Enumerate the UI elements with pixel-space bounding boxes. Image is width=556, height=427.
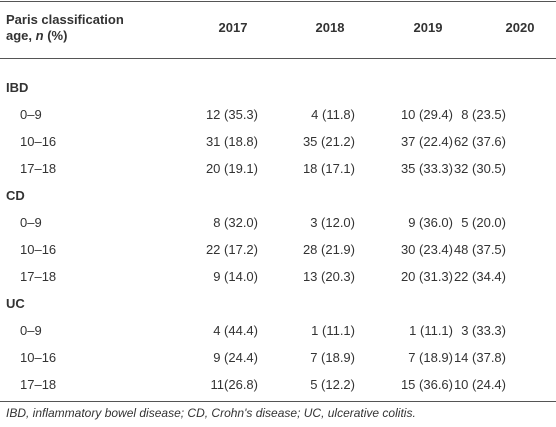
cell: 48 (37.5): [453, 242, 506, 257]
cell: 28 (21.9): [302, 242, 355, 257]
cell: 62 (37.6): [453, 134, 506, 149]
cell: 1 (11.1): [311, 323, 355, 338]
cell: 5 (12.2): [310, 377, 355, 392]
group-label: CD: [6, 188, 25, 203]
cell: 13 (20.3): [302, 269, 355, 284]
row-label: 10–16: [20, 350, 57, 365]
row-label: 17–18: [20, 161, 57, 176]
cell: 7 (18.9): [408, 350, 453, 365]
column-header: 2017: [218, 20, 248, 35]
row-label: 17–18: [20, 269, 57, 284]
cell: 35 (21.2): [302, 134, 355, 149]
row-label: 10–16: [20, 134, 57, 149]
header-label-line: Paris classification: [6, 12, 124, 27]
row-label: 0–9: [20, 107, 42, 122]
row-label: 0–9: [20, 215, 42, 230]
cell: 10 (24.4): [453, 377, 506, 392]
cell: 9 (24.4): [213, 350, 258, 365]
cell: 8 (32.0): [213, 215, 258, 230]
cell: 22 (34.4): [453, 269, 506, 284]
footnote: IBD, inflammatory bowel disease; CD, Cro…: [6, 406, 416, 420]
header-label-part: (%): [47, 28, 68, 43]
cell: 1 (11.1): [409, 323, 453, 338]
cell: 11(26.8): [210, 377, 258, 392]
cell: 32 (30.5): [453, 161, 506, 176]
header-label-part: age,: [6, 28, 33, 43]
group-label: IBD: [6, 80, 29, 95]
cell: 7 (18.9): [310, 350, 355, 365]
cell: 30 (23.4): [400, 242, 453, 257]
row-label: 17–18: [20, 377, 57, 392]
column-header: 2018: [315, 20, 345, 35]
cell: 31 (18.8): [205, 134, 258, 149]
cell: 10 (29.4): [400, 107, 453, 122]
cell: 9 (36.0): [408, 215, 453, 230]
cell: 37 (22.4): [400, 134, 453, 149]
group-label: UC: [6, 296, 25, 311]
cell: 12 (35.3): [205, 107, 258, 122]
cell: 8 (23.5): [461, 107, 506, 122]
row-label: 10–16: [20, 242, 57, 257]
cell: 15 (36.6): [400, 377, 453, 392]
cell: 4 (11.8): [311, 107, 355, 122]
cell: 14 (37.8): [453, 350, 506, 365]
column-header: 2020: [505, 20, 535, 35]
cell: 22 (17.2): [205, 242, 258, 257]
cell: 3 (12.0): [310, 215, 355, 230]
cell: 18 (17.1): [302, 161, 355, 176]
cell: 35 (33.3): [400, 161, 453, 176]
header-label-italic: n: [35, 28, 44, 43]
cell: 4 (44.4): [213, 323, 258, 338]
cell: 3 (33.3): [461, 323, 506, 338]
header-label: Paris classification age, n (%): [6, 12, 124, 44]
bottom-rule: [0, 401, 556, 402]
header-rule: [0, 58, 556, 59]
column-header: 2019: [413, 20, 443, 35]
cell: 20 (19.1): [205, 161, 258, 176]
row-label: 0–9: [20, 323, 42, 338]
cell: 9 (14.0): [213, 269, 258, 284]
cell: 20 (31.3): [400, 269, 453, 284]
cell: 5 (20.0): [461, 215, 506, 230]
top-rule: [0, 1, 556, 2]
